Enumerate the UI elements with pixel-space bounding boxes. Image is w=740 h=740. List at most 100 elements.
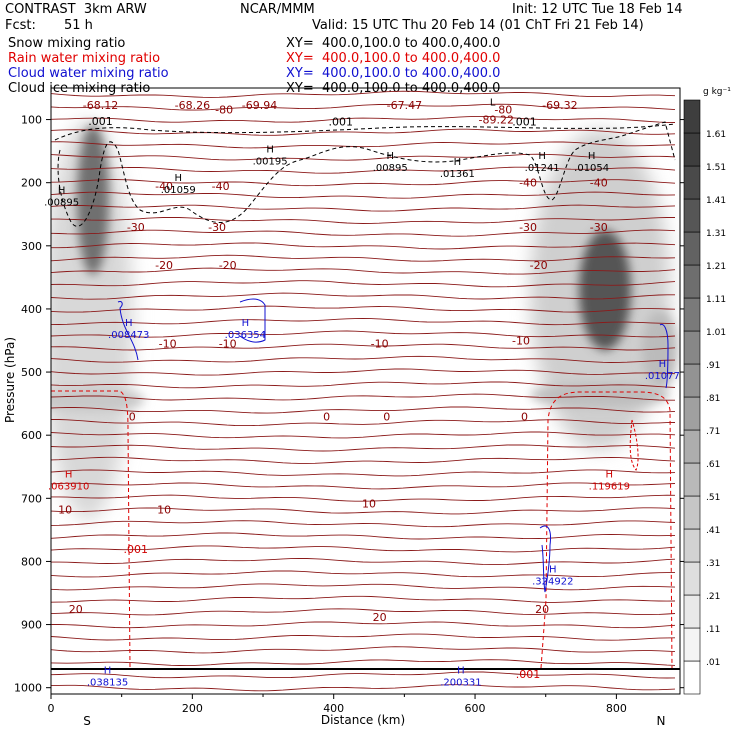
y-tick-label: 400 [21,303,42,316]
endpoint-left: S [83,714,91,728]
center-name: NCAR/MMM [240,2,315,17]
field-rain-xy: XY= 400.0,100.0 to 400.0,400.0 [286,51,501,66]
isotherm-line [51,633,676,641]
extremum-value: .008473 [108,330,149,341]
isotherm-line [51,494,676,502]
contour-label: 0 [383,410,390,423]
isotherm-line [51,570,675,578]
extremum-value: .00895 [373,163,408,174]
contour-label: -30 [519,221,537,234]
plot-frame [50,87,681,695]
contour-label: -40 [519,177,537,190]
isotherm-line [51,103,676,111]
colorbar-level-label: .51 [706,493,720,503]
endpoint-right: N [657,714,666,728]
isotherm-line [51,343,676,351]
colorbar-swatch [683,429,701,464]
colorbar-swatch [683,627,701,662]
y-tick-label: 800 [21,555,42,568]
field-snow-name: Snow mixing ratio [8,36,126,51]
contour-label: -89.22 [479,114,514,127]
y-tick-label: 500 [21,366,42,379]
snow-blob-right-base [530,383,670,407]
x-tick-label: 0 [48,702,55,715]
forecast-label: Fcst: [5,18,36,33]
snow-blob-right-core [579,230,631,350]
isotherm-line [51,368,676,376]
isotherm-line [51,216,675,224]
isotherm-line [51,469,676,477]
isotherm-line [51,242,676,250]
isotherm-line [51,305,676,313]
extremum-tag: H [266,145,274,156]
cloudwater-contour-2 [239,298,266,343]
isotherm-line [51,406,676,414]
extremum-value: .01077 [645,371,680,382]
colorbar-level-label: .21 [706,592,720,602]
isotherm-line [51,381,676,389]
isotherm-line [51,595,676,603]
colorbar-level-label: .81 [706,394,720,404]
rain-contour-right [540,391,673,669]
contour-labels: -68.12 -68.26 -80 -69.94 -67.47 -80 -69.32 -89.… [58,99,608,681]
x-tick-label: 400 [323,702,344,715]
colorbar-swatch [683,231,701,266]
isotherm-line [51,545,676,553]
extremum-tag: H [454,157,462,168]
colorbar-swatch [683,330,701,365]
isotherm-line [51,115,676,123]
cloudwater-contour-4 [539,525,551,593]
contour-label: -40 [590,177,608,190]
snow-blob-left-core [77,125,109,275]
isotherm-line [51,583,676,591]
contour-label: 20 [535,603,549,616]
x-axis-ticks: 0 200 400 600 800 [48,694,627,715]
colorbar-level-label: .11 [706,625,720,635]
isotherm-line [51,444,676,452]
isotherm-line [51,393,675,401]
contour-label: -10 [219,338,237,351]
extremum-tag: H [538,151,546,162]
isotherm-line [51,191,676,199]
colorbar-swatch [683,132,701,167]
extremum-tag: H [386,151,394,162]
colorbar-level-label: 1.41 [706,196,726,206]
colorbar-swatch [683,165,701,200]
isotherm-line [51,558,676,566]
field-rain-name: Rain water mixing ratio [8,51,161,66]
field-cloudwater-xy: XY= 400.0,100.0 to 400.0,400.0 [286,66,501,81]
colorbar-swatch [683,561,701,596]
y-tick-label: 1000 [14,682,42,695]
colorbar-swatch [683,396,701,431]
extremum-tag: H [659,359,667,370]
isotherm-line [51,267,676,275]
contour-label: -20 [155,259,173,272]
colorbar-level-label: 1.51 [706,163,726,173]
contour-label: -30 [590,221,608,234]
contour-label: .001 [329,115,354,128]
y-tick-label: 100 [21,114,42,127]
extremum-value: .324922 [532,576,573,587]
colorbar-level-label: 1.11 [706,295,726,305]
isotherm-line [51,179,676,187]
extremum-value: .01361 [440,169,475,180]
extremum-value: .01059 [161,185,196,196]
field-cloudwater-name: Cloud water mixing ratio [8,66,169,81]
extremum-tag: H [65,470,73,481]
contour-label: -40 [212,180,230,193]
isotherm-line [51,166,676,174]
isotherm-line [51,204,676,212]
y-tick-label: 600 [21,429,42,442]
contour-label: -20 [530,259,548,272]
contour-label: 10 [157,504,171,517]
colorbar-swatch [683,198,701,233]
contour-label: .001 [124,543,149,556]
cloud-ice-contour-top [54,123,676,141]
contour-label: 10 [58,504,72,517]
isotherm-line [51,90,676,98]
contour-label: -20 [219,259,237,272]
x-tick-label: 200 [182,702,203,715]
x-tick-label: 600 [465,702,486,715]
extremum-value: .038135 [87,677,128,688]
